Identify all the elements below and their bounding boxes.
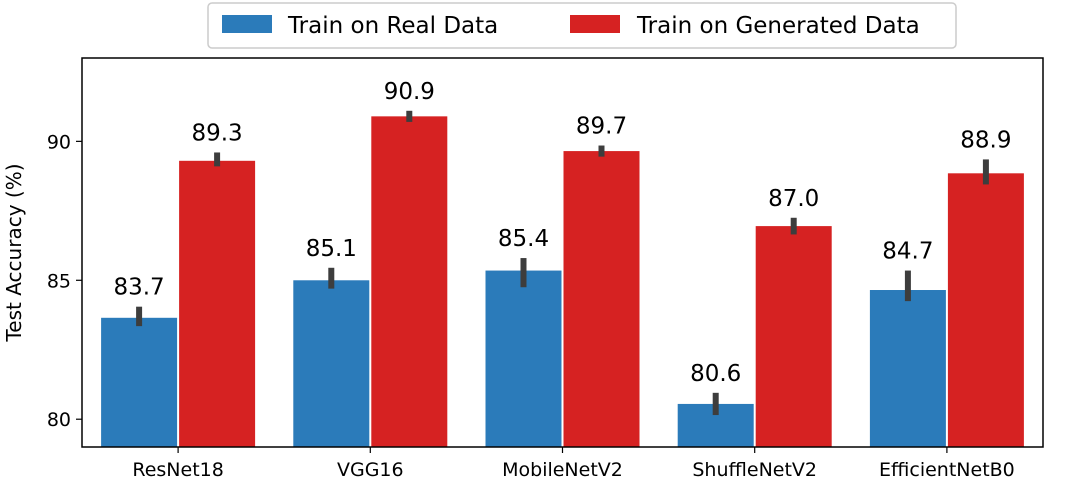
bars-group: [101, 116, 1024, 448]
bar-labels-group: 83.7 89.3 85.1 90.9 85.4 89.7 80.6 87.0 84.7 88.9: [113, 79, 1011, 387]
legend-label-real: Train on Real Data: [287, 13, 498, 39]
x-tick-label-shufflenetv2: ShuffleNetV2: [692, 459, 817, 481]
data-label-real-vgg16: 85.1: [306, 236, 357, 262]
data-label-generated-efficientnetb0: 88.9: [960, 127, 1011, 153]
y-tick-label-85: 85: [47, 270, 71, 292]
data-label-real-mobilenetv2: 85.4: [498, 226, 549, 252]
data-label-generated-resnet18: 89.3: [191, 120, 242, 146]
y-axis-label: Test Accuracy (%): [2, 163, 26, 342]
bar-real-resnet18: [101, 317, 178, 447]
data-label-generated-mobilenetv2: 89.7: [576, 114, 627, 140]
bar-generated-resnet18: [179, 160, 256, 448]
bar-generated-mobilenetv2: [563, 151, 640, 447]
x-tick-label-mobilenetv2: MobileNetV2: [502, 459, 623, 481]
bar-generated-efficientnetb0: [947, 173, 1024, 447]
data-label-real-efficientnetb0: 84.7: [882, 239, 933, 265]
legend-swatch-generated: [570, 15, 620, 33]
x-axis: ResNet18 VGG16 MobileNetV2 ShuffleNetV2 Effi…: [132, 447, 1015, 481]
y-tick-label-90: 90: [47, 131, 71, 153]
x-tick-label-vgg16: VGG16: [337, 459, 404, 481]
data-label-real-resnet18: 83.7: [113, 275, 164, 301]
y-axis: 80 85 90: [47, 131, 82, 431]
y-tick-label-80: 80: [47, 409, 71, 431]
legend-label-generated: Train on Generated Data: [636, 13, 920, 39]
bar-real-mobilenetv2: [485, 270, 562, 447]
legend-swatch-real: [222, 15, 272, 33]
error-bars-group: [136, 110, 989, 416]
data-label-real-shufflenetv2: 80.6: [690, 361, 741, 387]
x-tick-label-resnet18: ResNet18: [132, 459, 223, 481]
x-tick-label-efficientnetb0: EfficientNetB0: [879, 459, 1015, 481]
bar-real-vgg16: [293, 280, 370, 447]
legend: Train on Real Data Train on Generated Dat…: [207, 2, 957, 49]
bar-real-efficientnetb0: [869, 290, 946, 447]
data-label-generated-vgg16: 90.9: [384, 79, 435, 105]
data-label-generated-shufflenetv2: 87.0: [768, 186, 819, 212]
bar-generated-vgg16: [371, 116, 448, 447]
bar-generated-shufflenetv2: [755, 226, 832, 447]
